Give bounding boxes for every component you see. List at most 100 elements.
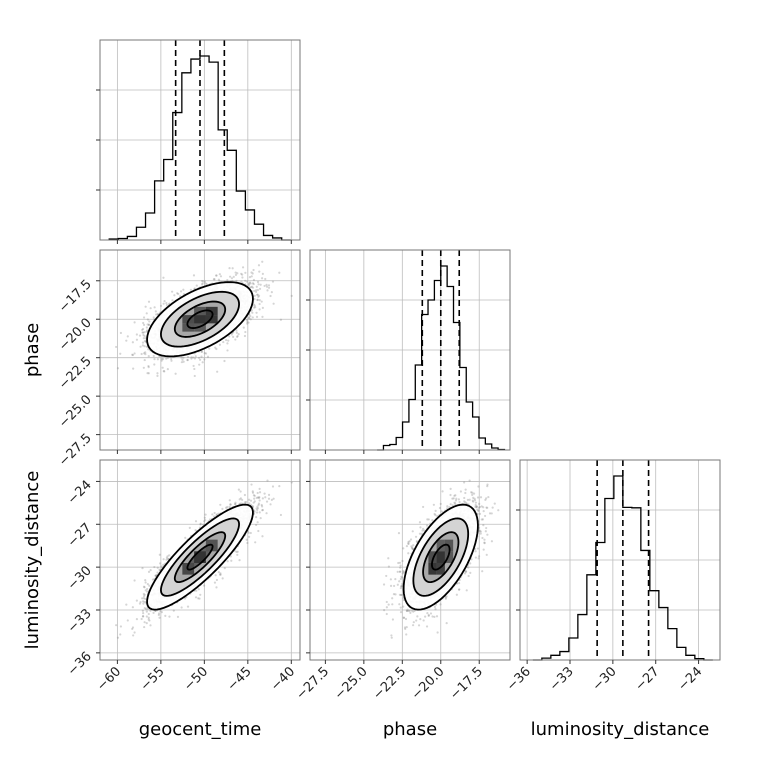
sample-point — [246, 322, 249, 325]
sample-point — [245, 280, 249, 283]
sample-point — [235, 279, 238, 282]
sample-point — [119, 625, 123, 628]
sample-point — [154, 310, 157, 313]
sample-point — [161, 366, 164, 369]
sample-point — [265, 285, 269, 288]
sample-point — [146, 323, 149, 326]
sample-point — [181, 358, 184, 361]
sample-point — [176, 292, 179, 295]
sample-point — [200, 355, 203, 358]
sample-point — [190, 357, 193, 360]
sample-point — [253, 494, 256, 497]
sample-point — [199, 523, 202, 526]
sample-point — [170, 357, 173, 361]
sample-point — [214, 574, 217, 577]
sample-point — [194, 520, 198, 523]
sample-point — [143, 600, 146, 604]
sample-point — [253, 289, 256, 293]
sample-point — [193, 287, 196, 290]
sample-point — [257, 264, 261, 267]
sample-point — [236, 272, 239, 275]
sample-point — [144, 305, 147, 308]
sample-point — [238, 559, 241, 562]
sample-point — [259, 517, 262, 520]
sample-point — [251, 491, 255, 494]
sample-point — [155, 313, 158, 316]
histogram-step-geocent_time — [108, 55, 291, 241]
sample-point — [145, 610, 148, 613]
contour-line-1 — [160, 290, 240, 348]
sample-point — [147, 618, 150, 621]
sample-point — [256, 507, 260, 510]
sample-point — [247, 316, 251, 319]
sample-point — [247, 284, 251, 287]
histogram-panel-phase — [306, 249, 511, 454]
sample-point — [159, 304, 163, 307]
sample-point — [142, 602, 145, 605]
sample-point — [141, 341, 145, 344]
sample-point — [242, 326, 245, 329]
sample-point — [135, 338, 139, 341]
sample-point — [180, 356, 183, 359]
panel-content — [115, 479, 293, 639]
sample-point — [237, 332, 240, 336]
sample-point — [254, 541, 257, 544]
sample-point — [201, 361, 204, 364]
sample-point — [257, 283, 260, 286]
sample-point — [141, 328, 144, 331]
sample-point — [156, 312, 159, 316]
sample-point — [236, 335, 239, 338]
sample-point — [148, 619, 151, 622]
sample-point — [215, 513, 219, 516]
sample-point — [198, 358, 202, 361]
sample-point — [245, 318, 249, 322]
sample-point — [156, 374, 159, 377]
sample-point — [168, 615, 171, 618]
sample-point — [142, 333, 145, 337]
sample-point — [215, 586, 218, 589]
sample-point — [161, 358, 165, 361]
sample-point — [261, 260, 264, 263]
sample-point — [147, 348, 150, 351]
sample-point — [236, 334, 239, 338]
sample-point — [226, 349, 229, 352]
sample-point — [290, 481, 293, 484]
sample-point — [260, 277, 264, 280]
sample-point — [238, 498, 241, 501]
sample-point — [246, 320, 249, 324]
sample-point — [203, 280, 207, 283]
sample-point — [212, 515, 216, 518]
sample-point — [256, 521, 259, 524]
sample-point — [237, 488, 240, 491]
contour-line-3 — [186, 309, 214, 329]
sample-point — [264, 277, 267, 281]
sample-point — [146, 318, 149, 321]
sample-point — [257, 503, 260, 507]
sample-point — [144, 581, 147, 584]
sample-point — [250, 285, 254, 288]
sample-point — [186, 358, 189, 362]
sample-point — [224, 506, 228, 509]
sample-point — [189, 288, 193, 291]
sample-point — [142, 597, 145, 600]
sample-point — [251, 282, 255, 285]
sample-point — [156, 571, 159, 574]
sample-point — [229, 503, 232, 506]
sample-point — [131, 353, 135, 357]
sample-point — [249, 318, 252, 321]
sample-point — [212, 278, 216, 281]
sample-point — [258, 499, 261, 502]
sample-point — [144, 579, 147, 582]
sample-point — [133, 321, 136, 324]
sample-point — [172, 609, 175, 612]
sample-point — [200, 279, 204, 283]
sample-point — [243, 501, 247, 504]
sample-point — [234, 502, 237, 506]
sample-point — [174, 372, 177, 375]
sample-point — [214, 346, 217, 349]
sample-point — [241, 276, 244, 279]
sample-point — [193, 357, 197, 360]
sample-point — [208, 518, 212, 521]
sample-point — [256, 298, 259, 302]
contour-line-2 — [173, 300, 227, 338]
